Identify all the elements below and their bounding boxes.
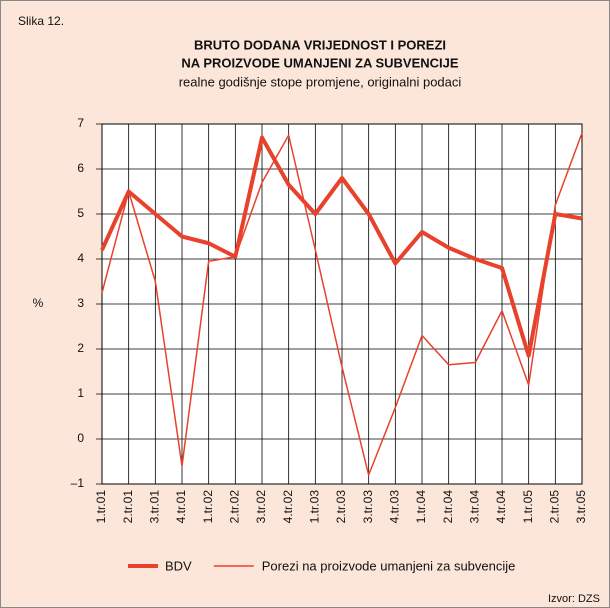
legend-label: Porezi na proizvode umanjeni za subvenci… — [262, 558, 516, 573]
x-tick-label: 3.tr.02 — [254, 490, 268, 524]
figure-label: Slika 12. — [18, 14, 64, 28]
source: Izvor: DZS — [548, 593, 600, 605]
x-tick-label: 3.tr.04 — [468, 490, 482, 524]
line — [101, 132, 583, 476]
y-tick-label: 3 — [77, 296, 84, 310]
chart-subtitle: realne godišnje stope promjene, original… — [179, 74, 462, 89]
plot-border — [101, 123, 583, 485]
y-tick-label: 2 — [77, 341, 84, 355]
y-axis-label: % — [33, 296, 44, 310]
x-tick-label: 4.tr.03 — [388, 490, 402, 524]
y-tick-label: 0 — [77, 431, 84, 445]
x-tick-label: 2.tr.04 — [441, 490, 455, 524]
x-tick-label: 1.tr.05 — [521, 490, 535, 524]
x-tick-label: 3.tr.03 — [361, 490, 375, 524]
line — [100, 135, 583, 358]
legend-label: BDV — [165, 558, 192, 573]
x-tick-label: 3.tr.05 — [574, 490, 588, 524]
x-tick-label: 1.tr.03 — [308, 490, 322, 524]
x-tick-label: 4.tr.04 — [494, 490, 508, 524]
y-tick-label: 4 — [77, 251, 84, 265]
y-tick-label: 5 — [77, 206, 84, 220]
x-tick-label: 2.tr.01 — [121, 490, 135, 524]
x-tick-label: 2.tr.02 — [228, 490, 242, 524]
y-tick-label: 6 — [77, 161, 84, 175]
chart-title: BRUTO DODANA VRIJEDNOST I POREZI — [194, 37, 446, 52]
x-tick-label: 4.tr.01 — [174, 490, 188, 524]
x-tick-label: 2.tr.05 — [548, 490, 562, 524]
y-tick-label: 7 — [77, 116, 84, 130]
x-tick-label: 1.tr.04 — [414, 490, 428, 524]
y-tick-label: 1 — [77, 386, 84, 400]
y-tick-label: –1 — [71, 476, 85, 490]
x-tick-label: 4.tr.02 — [281, 490, 295, 524]
x-tick-label: 1.tr.01 — [94, 490, 108, 524]
x-tick-label: 1.tr.02 — [201, 490, 215, 524]
x-tick-label: 2.tr.03 — [334, 490, 348, 524]
chart-title: NA PROIZVODE UMANJENI ZA SUBVENCIJE — [181, 55, 458, 70]
x-tick-label: 3.tr.01 — [148, 490, 162, 524]
